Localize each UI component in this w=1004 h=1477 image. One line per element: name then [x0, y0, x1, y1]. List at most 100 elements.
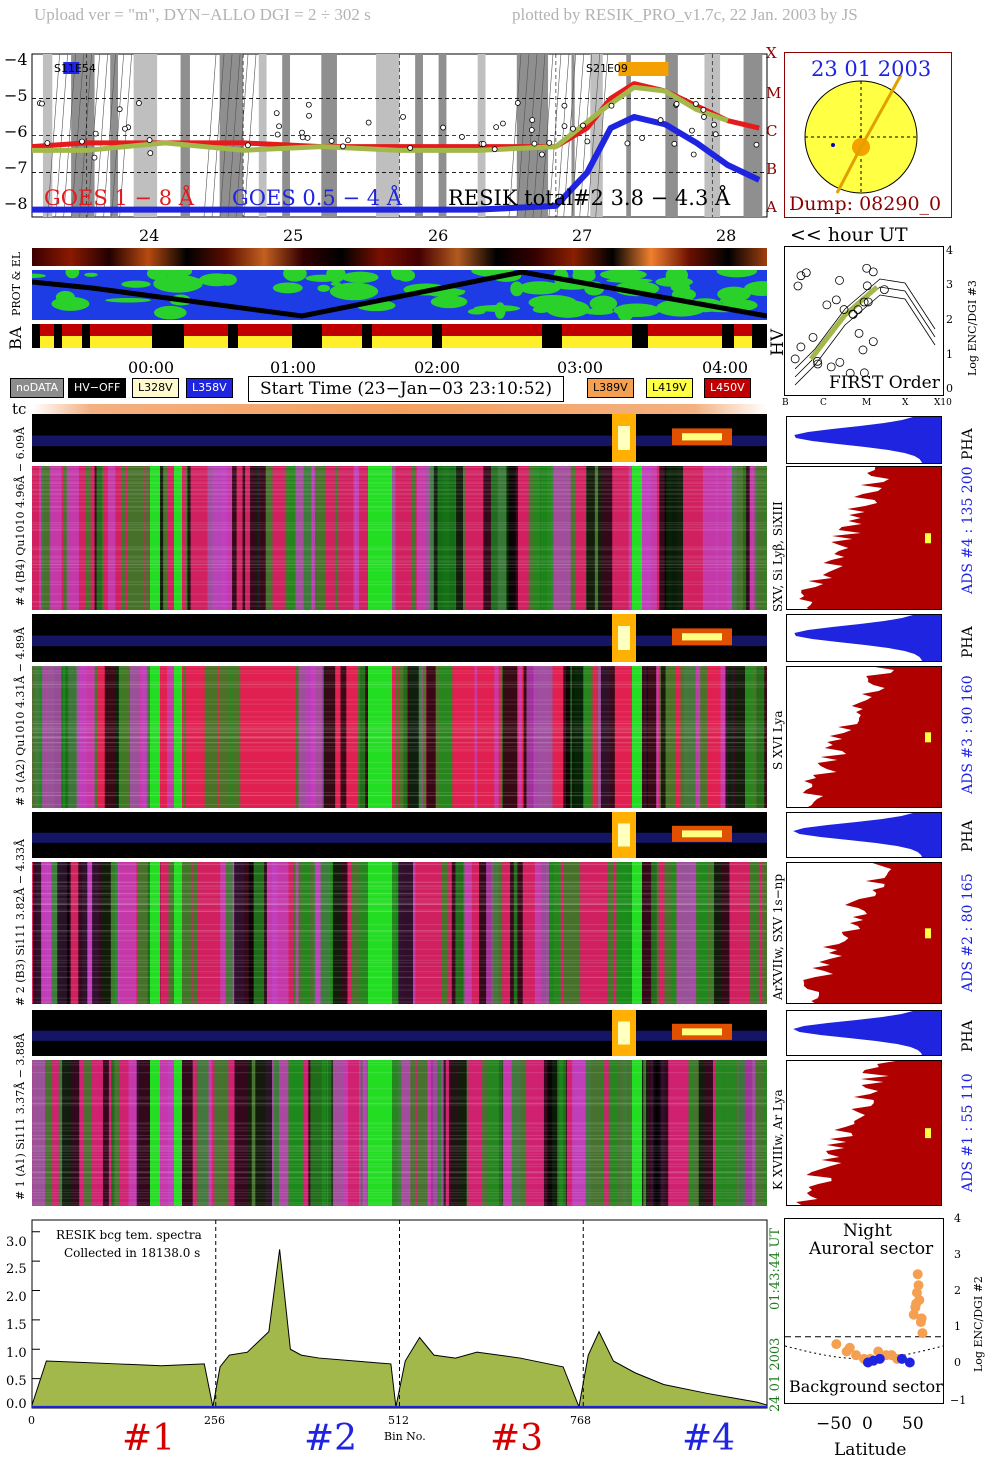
spec-row — [32, 1104, 767, 1106]
spec-row — [32, 984, 767, 986]
spec-row — [32, 903, 767, 905]
class-x: X — [766, 44, 777, 62]
spec-row — [32, 549, 767, 551]
land-mass — [163, 270, 193, 278]
spec-gap — [368, 466, 392, 610]
spec-row — [32, 566, 767, 568]
spec-row — [32, 742, 767, 744]
spec-row — [32, 581, 767, 583]
spec-row — [32, 736, 767, 738]
upload-info: Upload ver = "m", DYN−ALLO DGI = 2 ÷ 302… — [34, 5, 371, 24]
lat-point — [851, 1350, 862, 1361]
goes-panel: −4 −5 −6 −7 −8 X M C B A S11E54 S21E09 G… — [0, 44, 781, 225]
hv-ytick-2: 2 — [946, 313, 953, 326]
spec-column — [546, 862, 561, 1004]
auroral-label: Auroral sector — [809, 1239, 934, 1259]
hv-ytick-3: 3 — [946, 278, 953, 291]
spec-row — [32, 683, 767, 685]
spec-row — [32, 564, 767, 566]
spec-ytick-15: 1.5 — [6, 1318, 27, 1333]
spec-row — [32, 723, 767, 725]
spec-row — [32, 888, 767, 890]
channel-1-lines: K XVIIIw, Ar Lya — [771, 1089, 785, 1190]
ba-strip — [32, 324, 767, 348]
spec-row — [32, 881, 767, 883]
hv-xtick-c: C — [820, 398, 827, 408]
spec-row — [32, 494, 767, 496]
spec-column — [551, 466, 571, 610]
spec-column — [610, 1060, 618, 1206]
land-mass — [665, 270, 689, 284]
spec-column — [45, 862, 51, 1004]
lat-point — [911, 1298, 922, 1309]
spec-column — [78, 862, 88, 1004]
channel-4-lines: SXV, Si Lyβ, SiXIII — [771, 501, 785, 612]
spec-column — [332, 862, 348, 1004]
spec-row — [32, 924, 767, 926]
spec-row — [32, 782, 767, 784]
plotted-info: plotted by RESIK_PRO_v1.7c, 22 Jan. 2003… — [512, 5, 858, 24]
eclipse-band — [438, 54, 447, 217]
spec-column — [463, 862, 472, 1004]
ba-red-row — [32, 324, 767, 336]
spec-column — [565, 666, 575, 808]
goes-point — [274, 131, 281, 138]
hv-panel: FIRST Order — [784, 246, 944, 396]
spec-row — [32, 725, 767, 727]
lat-ytick-1: 1 — [954, 1320, 961, 1333]
spec-column — [751, 1060, 767, 1206]
spec-row — [32, 473, 767, 475]
section-3: #3 — [490, 1418, 544, 1459]
spec-row — [32, 863, 767, 865]
spec-row — [32, 903, 767, 905]
spec-column — [602, 1060, 605, 1206]
spec-row — [32, 485, 767, 487]
class-b: B — [766, 160, 778, 178]
goes-point — [146, 137, 153, 143]
spec-row — [32, 768, 767, 770]
sun-point — [831, 143, 835, 147]
spec-row — [32, 955, 767, 957]
lat-point — [831, 1339, 842, 1350]
spec-row — [32, 976, 767, 978]
ba-gap — [362, 324, 372, 348]
hv-xtick-m: M — [862, 398, 872, 408]
hv-point — [796, 271, 806, 281]
spec-column — [96, 466, 104, 610]
lat-ytick-3: 3 — [954, 1248, 961, 1261]
lat-point — [917, 1328, 928, 1339]
spec-row — [32, 997, 767, 999]
land-mass — [518, 281, 561, 295]
spec-row — [32, 731, 767, 733]
channel-spectrogram — [32, 666, 767, 808]
spec-row — [32, 898, 767, 900]
spec-column — [716, 1060, 727, 1206]
spec-column — [121, 466, 126, 610]
tc-strip — [32, 404, 767, 414]
spec-column — [145, 466, 149, 610]
spec-row — [32, 672, 767, 674]
spec-column — [129, 666, 148, 808]
spec-column — [448, 1060, 467, 1206]
spec-row — [32, 561, 767, 563]
spec-ytick-30: 3.0 — [6, 1235, 27, 1250]
spec-column — [742, 466, 751, 610]
spec-row — [32, 750, 767, 752]
spec-column — [754, 466, 766, 610]
pha-spectrogram — [32, 1010, 767, 1056]
spec-ytick-00: 0.0 — [6, 1397, 27, 1412]
spec-row — [32, 489, 767, 491]
class-c: C — [766, 122, 778, 140]
ba-gap — [292, 324, 322, 348]
hv-curve — [794, 278, 936, 370]
hv-xtick-x: X — [902, 398, 909, 408]
hatch-line — [508, 53, 522, 218]
land-mass — [121, 280, 151, 288]
spec-row — [32, 1156, 767, 1158]
spec-gap — [368, 1060, 392, 1206]
goes-point — [639, 135, 645, 141]
eclipse-band — [590, 54, 603, 217]
hv-curve — [794, 294, 936, 386]
hatch-line — [548, 53, 562, 218]
spec-row — [32, 563, 767, 565]
